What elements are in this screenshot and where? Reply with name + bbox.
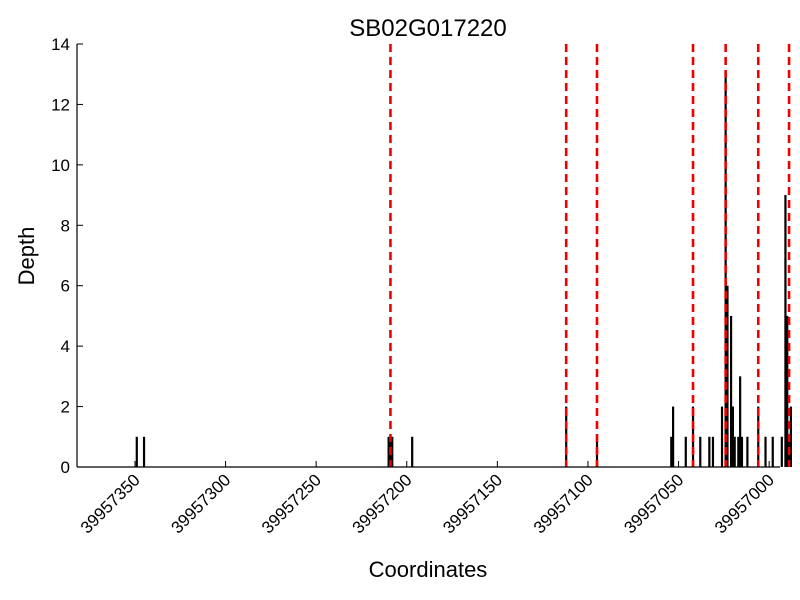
depth-bar (784, 195, 787, 467)
depth-bar (672, 406, 675, 467)
depth-bar (670, 436, 673, 467)
x-ticks-layer: 39957350 39957300 39957250 39957200 39957150… (77, 461, 778, 537)
depth-bar (780, 436, 783, 467)
depth-bar (764, 436, 767, 467)
depth-bar (391, 436, 394, 467)
depth-bar (746, 436, 749, 467)
y-tick-label: 10 (51, 156, 70, 175)
y-tick-label: 0 (61, 458, 70, 477)
depth-bar (740, 436, 744, 467)
x-tick-label: 39957050 (620, 470, 687, 537)
x-tick-label: 39957000 (711, 470, 778, 537)
y-tick-label: 12 (51, 95, 70, 114)
depth-bar (731, 406, 734, 467)
depth-bar (411, 436, 414, 467)
depth-bar (135, 436, 138, 467)
depth-bar (684, 436, 687, 467)
x-tick-label: 39957250 (258, 470, 325, 537)
depth-bar (733, 436, 736, 467)
depth-bar (699, 436, 702, 467)
x-tick-label: 39957300 (167, 470, 234, 537)
x-axis-label: Coordinates (369, 557, 488, 582)
x-tick-label: 39957100 (530, 470, 597, 537)
depth-bar (708, 436, 711, 467)
x-tick-label: 39957200 (349, 470, 416, 537)
depth-bar (786, 315, 789, 467)
depth-bar (729, 315, 733, 467)
depth-bar (771, 436, 774, 467)
y-axis-label: Depth (14, 227, 39, 286)
depth-bar (387, 436, 390, 467)
y-tick-label: 6 (61, 277, 70, 296)
y-tick-label: 4 (61, 337, 70, 356)
depth-bar (726, 285, 729, 467)
x-tick-label: 39957350 (77, 470, 144, 537)
y-tick-label: 14 (51, 35, 70, 54)
markers-layer (389, 44, 791, 467)
x-tick-label: 39957150 (439, 470, 506, 537)
axes-layer (76, 44, 780, 468)
depth-bar (737, 436, 740, 467)
depth-bar (720, 406, 724, 467)
y-ticks-layer: 0 2 4 6 8 10 12 14 (51, 35, 83, 477)
depth-bar (739, 376, 742, 467)
depth-bar (711, 436, 715, 467)
y-tick-label: 2 (61, 398, 70, 417)
chart-title: SB02G017220 (349, 15, 506, 42)
depth-bar (789, 406, 792, 467)
depth-bar (142, 436, 146, 467)
y-tick-label: 8 (61, 216, 70, 235)
